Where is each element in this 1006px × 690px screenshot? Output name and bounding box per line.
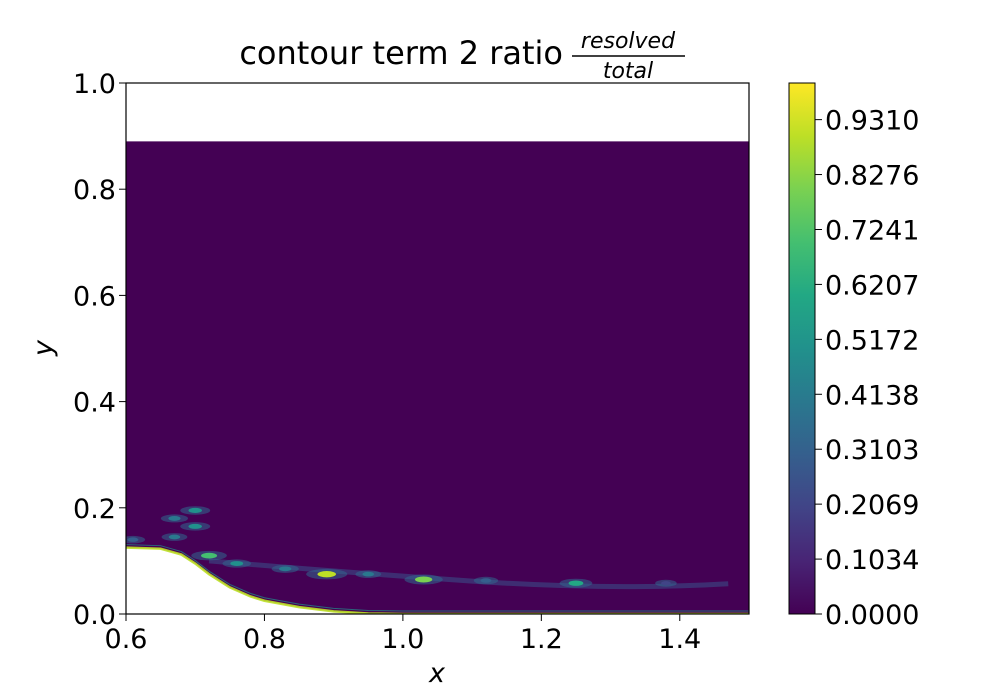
colorbar-tick-label: 0.1034 [825, 545, 919, 576]
wall-band-inner [126, 544, 749, 612]
y-tick-label: 0.8 [73, 175, 116, 206]
y-tick-label: 0.6 [73, 281, 116, 312]
y-tick-label: 0.2 [73, 494, 116, 525]
colorbar [789, 83, 815, 614]
hotspot [127, 537, 139, 542]
plot-area [126, 141, 749, 614]
hotspot [168, 516, 181, 521]
hotspot [188, 523, 202, 529]
x-tick-label: 0.8 [243, 624, 286, 655]
hotspot [279, 566, 292, 572]
colorbar-frame [788, 82, 816, 615]
chart-title-text: contour term 2 ratio [239, 34, 563, 72]
x-tick-label: 0.6 [105, 624, 148, 655]
hotspot [362, 571, 375, 577]
colorbar-tick-label: 0.5172 [825, 325, 919, 356]
title-numerator: resolved [581, 29, 676, 54]
hotspot [168, 534, 181, 540]
chart-title: contour term 2 ratio resolved total [239, 29, 685, 84]
x-axis: 0.6 0.8 1.0 1.2 1.4 [105, 614, 701, 655]
title-denominator: total [603, 59, 653, 84]
y-axis-label: y [28, 339, 59, 357]
hotspot [480, 578, 492, 583]
colorbar-tick-label: 0.6207 [825, 270, 919, 301]
hotspot [415, 576, 433, 583]
x-tick-label: 1.4 [658, 624, 701, 655]
plot-frame [125, 82, 750, 615]
y-axis: 0.0 0.2 0.4 0.6 0.8 1.0 [73, 69, 126, 631]
x-tick-label: 1.0 [381, 624, 424, 655]
colorbar-tick-label: 0.2069 [825, 490, 919, 521]
colorbar-tick-label: 0.9310 [825, 106, 919, 137]
colorbar-tick-label: 0.8276 [825, 161, 919, 192]
y-tick-label: 1.0 [73, 69, 116, 100]
y-tick-label: 0.0 [73, 600, 116, 631]
hotspot [201, 552, 218, 559]
colorbar-tick-label: 0.0000 [825, 600, 919, 631]
colorbar-tick-label: 0.4138 [825, 380, 919, 411]
hotspot [230, 561, 244, 567]
hotspot [188, 507, 202, 514]
hotspot [568, 580, 584, 586]
y-tick-label: 0.4 [73, 388, 116, 419]
contour-field [126, 141, 749, 614]
hotspot [317, 571, 337, 578]
colorbar-tick-label: 0.7241 [825, 216, 919, 247]
colorbar-tick-label: 0.3103 [825, 435, 919, 466]
hotspot [661, 581, 671, 586]
colorbar-ticks: 0.0000 0.1034 0.2069 0.3103 0.4138 0.5172 0.62… [815, 106, 919, 631]
x-tick-label: 1.2 [520, 624, 563, 655]
x-axis-label: x [428, 658, 446, 689]
